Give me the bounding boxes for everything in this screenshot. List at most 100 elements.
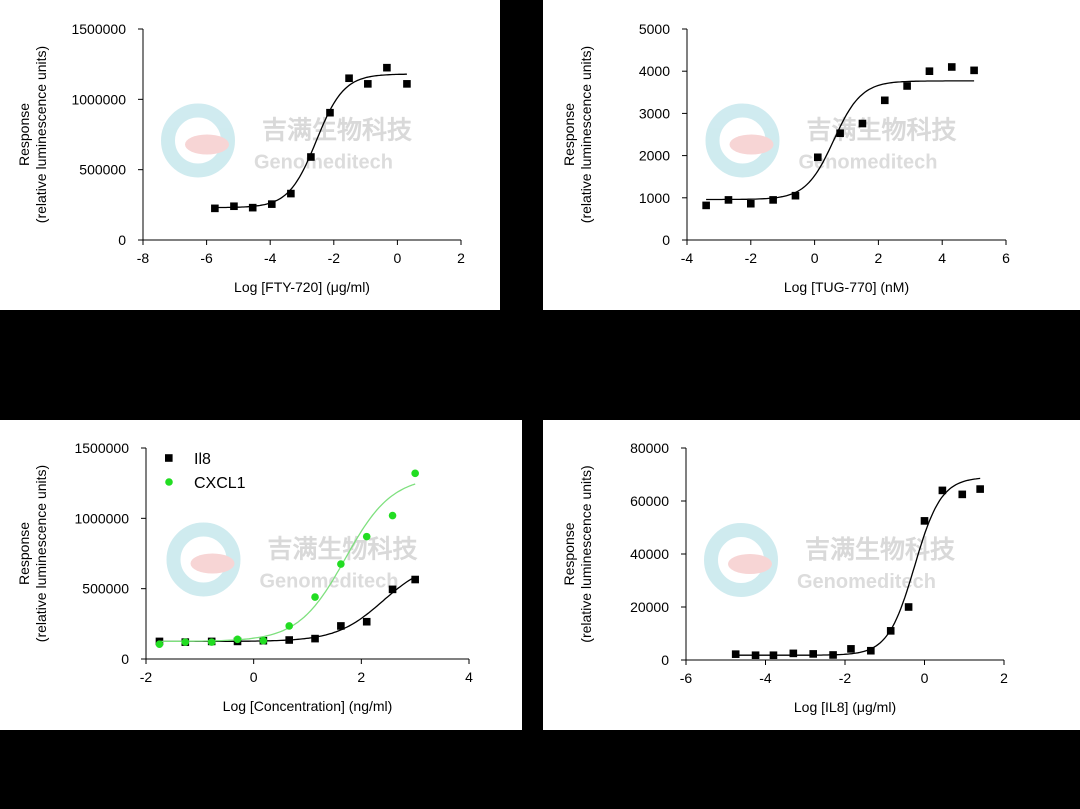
legend-label: CXCL1 — [194, 475, 246, 492]
y-tick-label: 500000 — [82, 581, 129, 597]
watermark-logo — [704, 523, 778, 597]
y-tick-label: 20000 — [630, 599, 669, 615]
x-tick-label: 2 — [875, 250, 883, 266]
legend-marker — [165, 478, 173, 486]
watermark-logo — [705, 103, 780, 178]
data-point — [307, 153, 315, 161]
data-point — [259, 636, 268, 645]
data-point — [364, 80, 372, 88]
data-point — [411, 575, 419, 584]
x-tick-label: 4 — [465, 669, 473, 685]
x-tick-label: -2 — [328, 250, 341, 266]
data-point — [731, 650, 740, 658]
data-point — [858, 119, 867, 128]
watermark-logo — [166, 522, 241, 597]
y-tick-label: 1000 — [639, 190, 670, 206]
data-point — [938, 486, 947, 495]
chart-panel-il8 — [543, 420, 1080, 730]
y-axis-label: Response(relative luminescence units) — [16, 465, 49, 642]
y-tick-label: 3000 — [639, 105, 670, 121]
y-tick-label: 1000000 — [74, 510, 129, 526]
data-point — [388, 585, 397, 594]
y-tick-label: 40000 — [630, 546, 669, 562]
y-axis-label: Response(relative luminescence units) — [561, 465, 594, 642]
y-tick-label: 60000 — [630, 493, 669, 509]
watermark-english: Genomeditech — [254, 152, 393, 174]
x-tick-label: -4 — [264, 250, 277, 266]
x-tick-label: 2 — [457, 250, 465, 266]
data-point — [747, 199, 755, 208]
watermark-chinese: 吉满生物科技 — [807, 117, 957, 145]
data-point — [285, 622, 293, 630]
data-point — [411, 469, 419, 478]
x-tick-label: 0 — [250, 669, 258, 685]
x-tick-label: -6 — [680, 670, 693, 686]
data-point — [285, 636, 293, 644]
legend: Il8 CXCL1 — [165, 451, 246, 492]
data-point — [847, 645, 855, 653]
watermark-english: Genomeditech — [799, 152, 938, 174]
data-point — [970, 66, 978, 75]
data-point — [886, 627, 895, 635]
data-point — [362, 617, 371, 626]
data-point — [362, 532, 371, 541]
y-tick-label: 0 — [661, 652, 669, 668]
data-point — [388, 511, 397, 520]
data-point — [769, 651, 778, 660]
y-axis-label: Response(relative luminescence units) — [16, 46, 49, 223]
data-point — [230, 202, 238, 211]
data-point — [829, 651, 837, 659]
legend-marker — [165, 454, 173, 462]
data-point — [287, 189, 295, 198]
chart-il8: 吉满生物科技 Genomeditech -6 -4 -2 0 2 0 20000 40000 600… — [561, 440, 1008, 715]
y-tick-label: 0 — [118, 232, 126, 248]
y-tick-label: 4000 — [639, 63, 670, 79]
data-point — [903, 82, 911, 90]
series-il8 — [731, 477, 984, 660]
data-point — [813, 153, 822, 162]
x-tick-label: 6 — [1002, 250, 1010, 266]
x-tick-label: -4 — [681, 250, 694, 266]
legend-label: Il8 — [194, 451, 211, 468]
data-point — [904, 603, 913, 611]
x-tick-label: 0 — [394, 250, 402, 266]
x-tick-label: -4 — [759, 670, 772, 686]
x-axis-label: Log [IL8] (μg/ml) — [794, 699, 896, 715]
x-tick-label: 4 — [938, 250, 946, 266]
data-point — [867, 646, 875, 655]
watermark-chinese: 吉满生物科技 — [268, 536, 418, 564]
watermark-chinese: 吉满生物科技 — [262, 117, 412, 145]
chart-panel-fty720 — [0, 0, 500, 310]
x-tick-label: 2 — [1000, 670, 1008, 686]
series-cxcl1 — [155, 469, 419, 649]
fit-curve — [706, 80, 975, 201]
data-point — [880, 96, 889, 105]
data-point — [920, 517, 929, 525]
watermark-english: Genomeditech — [797, 571, 936, 593]
x-tick-label: -8 — [137, 250, 150, 266]
x-axis-label: Log [FTY-720] (μg/ml) — [234, 279, 370, 295]
y-tick-label: 5000 — [639, 21, 670, 37]
data-point — [345, 74, 353, 83]
data-point — [947, 63, 956, 71]
data-point — [155, 640, 164, 649]
data-point — [211, 204, 219, 213]
x-axis-label: Log [Concentration] (ng/ml) — [223, 698, 393, 714]
chart-concentration: 吉满生物科技 Genomeditech -2 0 2 4 0 500000 1000000 150… — [16, 440, 473, 714]
x-tick-label: 0 — [921, 670, 929, 686]
chart-fty720: 吉满生物科技 Genomeditech -8 -6 -4 -2 0 2 0 500000 10000… — [16, 21, 465, 295]
x-tick-label: -2 — [140, 669, 153, 685]
chart-panel-tug770 — [543, 0, 1080, 310]
watermark-chinese: 吉满生物科技 — [805, 536, 955, 564]
data-point — [311, 634, 319, 643]
x-tick-label: -2 — [839, 670, 852, 686]
watermark-english: Genomeditech — [260, 571, 399, 593]
chart-tug770: 吉满生物科技 Genomeditech -4 -2 0 2 4 6 0 1000 2000 3000 4… — [561, 21, 1010, 295]
data-point — [311, 593, 319, 601]
watermark-logo — [161, 103, 235, 178]
data-point — [337, 622, 345, 630]
y-axis-label: Response(relative luminescence units) — [561, 46, 594, 223]
series-tug-770 — [702, 63, 978, 210]
x-tick-label: 0 — [811, 250, 819, 266]
